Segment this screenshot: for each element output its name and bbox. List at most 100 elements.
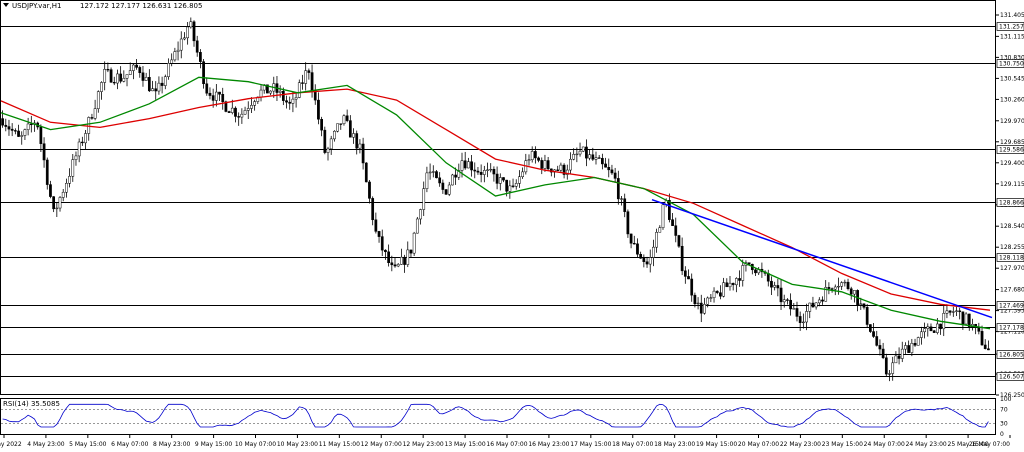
candle-body — [84, 133, 87, 144]
moving-average-line[interactable] — [0, 76, 991, 330]
rsi-line[interactable] — [2, 403, 989, 428]
candle-body — [674, 225, 678, 236]
candle-body — [227, 111, 231, 113]
candle-body — [655, 232, 658, 248]
level-label-box — [996, 59, 1024, 68]
x-tick-label: 11 May 15:00 — [319, 441, 360, 448]
candle-body — [96, 91, 100, 109]
candle-body — [390, 262, 394, 266]
y-tick-label: 126.250 — [1000, 392, 1024, 399]
candle-body — [961, 311, 965, 325]
y-tick-label: 128.255 — [1000, 244, 1024, 251]
candle-body — [865, 307, 869, 325]
candle-body — [939, 323, 942, 330]
candle-body — [610, 169, 614, 174]
candle-body — [285, 100, 288, 103]
candle-body — [352, 133, 355, 138]
candle-body — [677, 235, 681, 247]
candle-body — [470, 161, 473, 171]
candle-body — [486, 169, 489, 171]
candle-body — [585, 146, 588, 159]
candle-body — [160, 82, 164, 86]
candle-body — [93, 108, 97, 119]
candle-body — [872, 331, 875, 337]
candle-body — [639, 254, 643, 259]
candle-body — [467, 161, 470, 169]
candle-body — [116, 73, 119, 84]
candle-body — [642, 258, 646, 262]
candle-body — [907, 345, 911, 353]
candle-body — [668, 199, 671, 220]
candle-body — [511, 185, 515, 187]
candle-body — [74, 155, 78, 160]
candle-body — [288, 101, 292, 104]
candle-body — [951, 311, 955, 313]
candle-body — [125, 74, 129, 79]
x-tick-label: 18 May 23:00 — [654, 441, 695, 448]
candle-body — [492, 168, 496, 175]
candle-body — [508, 185, 512, 192]
level-label-box — [996, 253, 1024, 262]
menu-triangle-icon[interactable] — [3, 3, 9, 7]
candle-body — [163, 76, 167, 86]
candle-body — [613, 172, 617, 179]
candle-body — [878, 345, 882, 350]
candle-body — [955, 310, 958, 312]
x-tick-label: 6 May 07:00 — [111, 441, 149, 448]
candle-body — [20, 135, 24, 137]
candle-body — [195, 40, 199, 53]
candle-body — [384, 249, 387, 253]
level-label-box — [996, 145, 1024, 154]
candle-body — [202, 61, 205, 85]
x-tick-label: 24 May 07:00 — [864, 441, 905, 448]
y-tick-label: 128.540 — [1000, 223, 1024, 230]
candle-body — [71, 159, 75, 177]
x-tick-label: 4 May 2022 — [0, 441, 22, 448]
candle-body — [840, 282, 844, 287]
candle-body — [422, 188, 426, 210]
level-label-box — [996, 372, 1024, 381]
candle-body — [326, 148, 330, 153]
candle-body — [259, 89, 263, 98]
candle-body — [770, 280, 773, 288]
candle-body — [58, 197, 62, 209]
candle-body — [706, 297, 710, 305]
y-tick-label: 127.970 — [1000, 265, 1024, 272]
candle-body — [808, 302, 812, 312]
candle-body — [699, 302, 703, 314]
candle-body — [569, 158, 572, 171]
candle-body — [7, 126, 11, 130]
candle-body — [846, 281, 850, 289]
x-tick-label: 22 May 23:00 — [780, 441, 821, 448]
candle-body — [358, 143, 362, 149]
candle-body — [827, 287, 831, 289]
candle-body — [824, 287, 828, 302]
candle-body — [735, 278, 738, 286]
candle-body — [253, 101, 256, 106]
x-tick-label: 12 May 07:00 — [361, 441, 402, 448]
candle-body — [336, 123, 339, 132]
level-label-box — [996, 301, 1024, 310]
level-label: 130.750 — [999, 61, 1024, 68]
candle-body — [923, 328, 926, 333]
level-label: 126.805 — [999, 352, 1024, 359]
trendline[interactable] — [651, 198, 993, 319]
x-tick-label: 20 May 07:00 — [738, 441, 779, 448]
candle-body — [661, 204, 665, 228]
candle-body — [537, 157, 540, 161]
candle-body — [591, 154, 595, 160]
candle-body — [310, 72, 314, 91]
candle-body — [935, 323, 939, 333]
candle-body — [218, 91, 221, 95]
rsi-panel-frame — [0, 398, 996, 435]
candle-body — [387, 251, 390, 263]
candle-body — [301, 82, 304, 84]
y-tick-label: 131.405 — [1000, 12, 1024, 19]
candle-body — [4, 124, 8, 127]
candle-body — [329, 138, 333, 150]
candle-body — [900, 348, 904, 359]
level-label: 128.866 — [999, 200, 1024, 207]
moving-average-line[interactable] — [0, 88, 991, 311]
